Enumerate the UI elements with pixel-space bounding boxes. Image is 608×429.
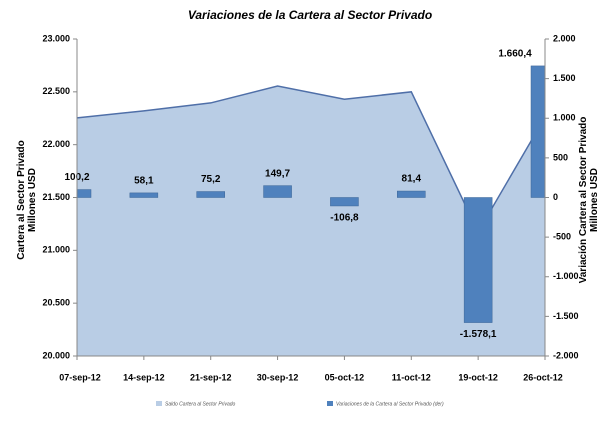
y-tick-label: 23.000 — [42, 33, 70, 43]
y2-tick-label: -1.500 — [553, 311, 579, 321]
legend-label: Saldo Cartera al Sector Privado — [165, 401, 236, 407]
y2-tick-label: 0 — [553, 192, 558, 202]
x-tick-label: 14-sep-12 — [123, 372, 165, 382]
y2-tick-label: -500 — [553, 232, 571, 242]
y2-tick-label: -1.000 — [553, 271, 579, 281]
value-label: -106,8 — [330, 213, 359, 224]
y2-tick-label: 1.000 — [553, 113, 576, 123]
x-tick-label: 19-oct-12 — [458, 372, 498, 382]
bar — [330, 197, 359, 207]
bar — [397, 190, 426, 198]
y-tick-label: 21.000 — [42, 245, 70, 255]
value-label: 81,4 — [402, 174, 422, 185]
y-tick-label: 22.500 — [42, 86, 70, 96]
value-label: 75,2 — [201, 174, 221, 185]
bar — [129, 192, 159, 198]
legend-swatch — [156, 401, 162, 406]
y2-tick-label: -2.000 — [553, 350, 579, 360]
y-axis-title: Cartera al Sector PrivadoMillones USD — [16, 140, 38, 260]
bar — [263, 185, 292, 198]
value-label: -1.578,1 — [460, 329, 497, 340]
y-tick-label: 20.500 — [42, 298, 70, 308]
area — [77, 86, 545, 356]
y-tick-label: 21.500 — [42, 192, 70, 202]
x-tick-label: 07-sep-12 — [59, 372, 101, 382]
value-label: 149,7 — [265, 168, 290, 179]
bar — [463, 197, 493, 323]
bar — [77, 189, 92, 198]
chart-title: Variaciones de la Cartera al Sector Priv… — [188, 8, 432, 22]
x-tick-label: 05-oct-12 — [325, 372, 365, 382]
legend-swatch — [327, 401, 333, 406]
y-tick-label: 22.000 — [42, 139, 70, 149]
x-tick-label: 30-sep-12 — [257, 372, 299, 382]
y2-axis-title: Variación Cartera al Sector PrivadoMillo… — [578, 117, 600, 284]
legend-label: Variaciones de la Cartera al Sector Priv… — [336, 401, 444, 407]
x-tick-label: 26-oct-12 — [523, 372, 563, 382]
y-tick-label: 20.000 — [42, 350, 70, 360]
x-tick-label: 21-sep-12 — [190, 372, 232, 382]
y2-tick-label: 1.500 — [553, 73, 576, 83]
value-label: 58,1 — [134, 176, 154, 187]
value-label: 1.660,4 — [498, 49, 532, 60]
y2-tick-label: 500 — [553, 152, 568, 162]
y2-tick-label: 2.000 — [553, 33, 576, 43]
bar — [530, 65, 545, 198]
x-tick-label: 11-oct-12 — [392, 372, 431, 382]
bar — [196, 191, 225, 198]
